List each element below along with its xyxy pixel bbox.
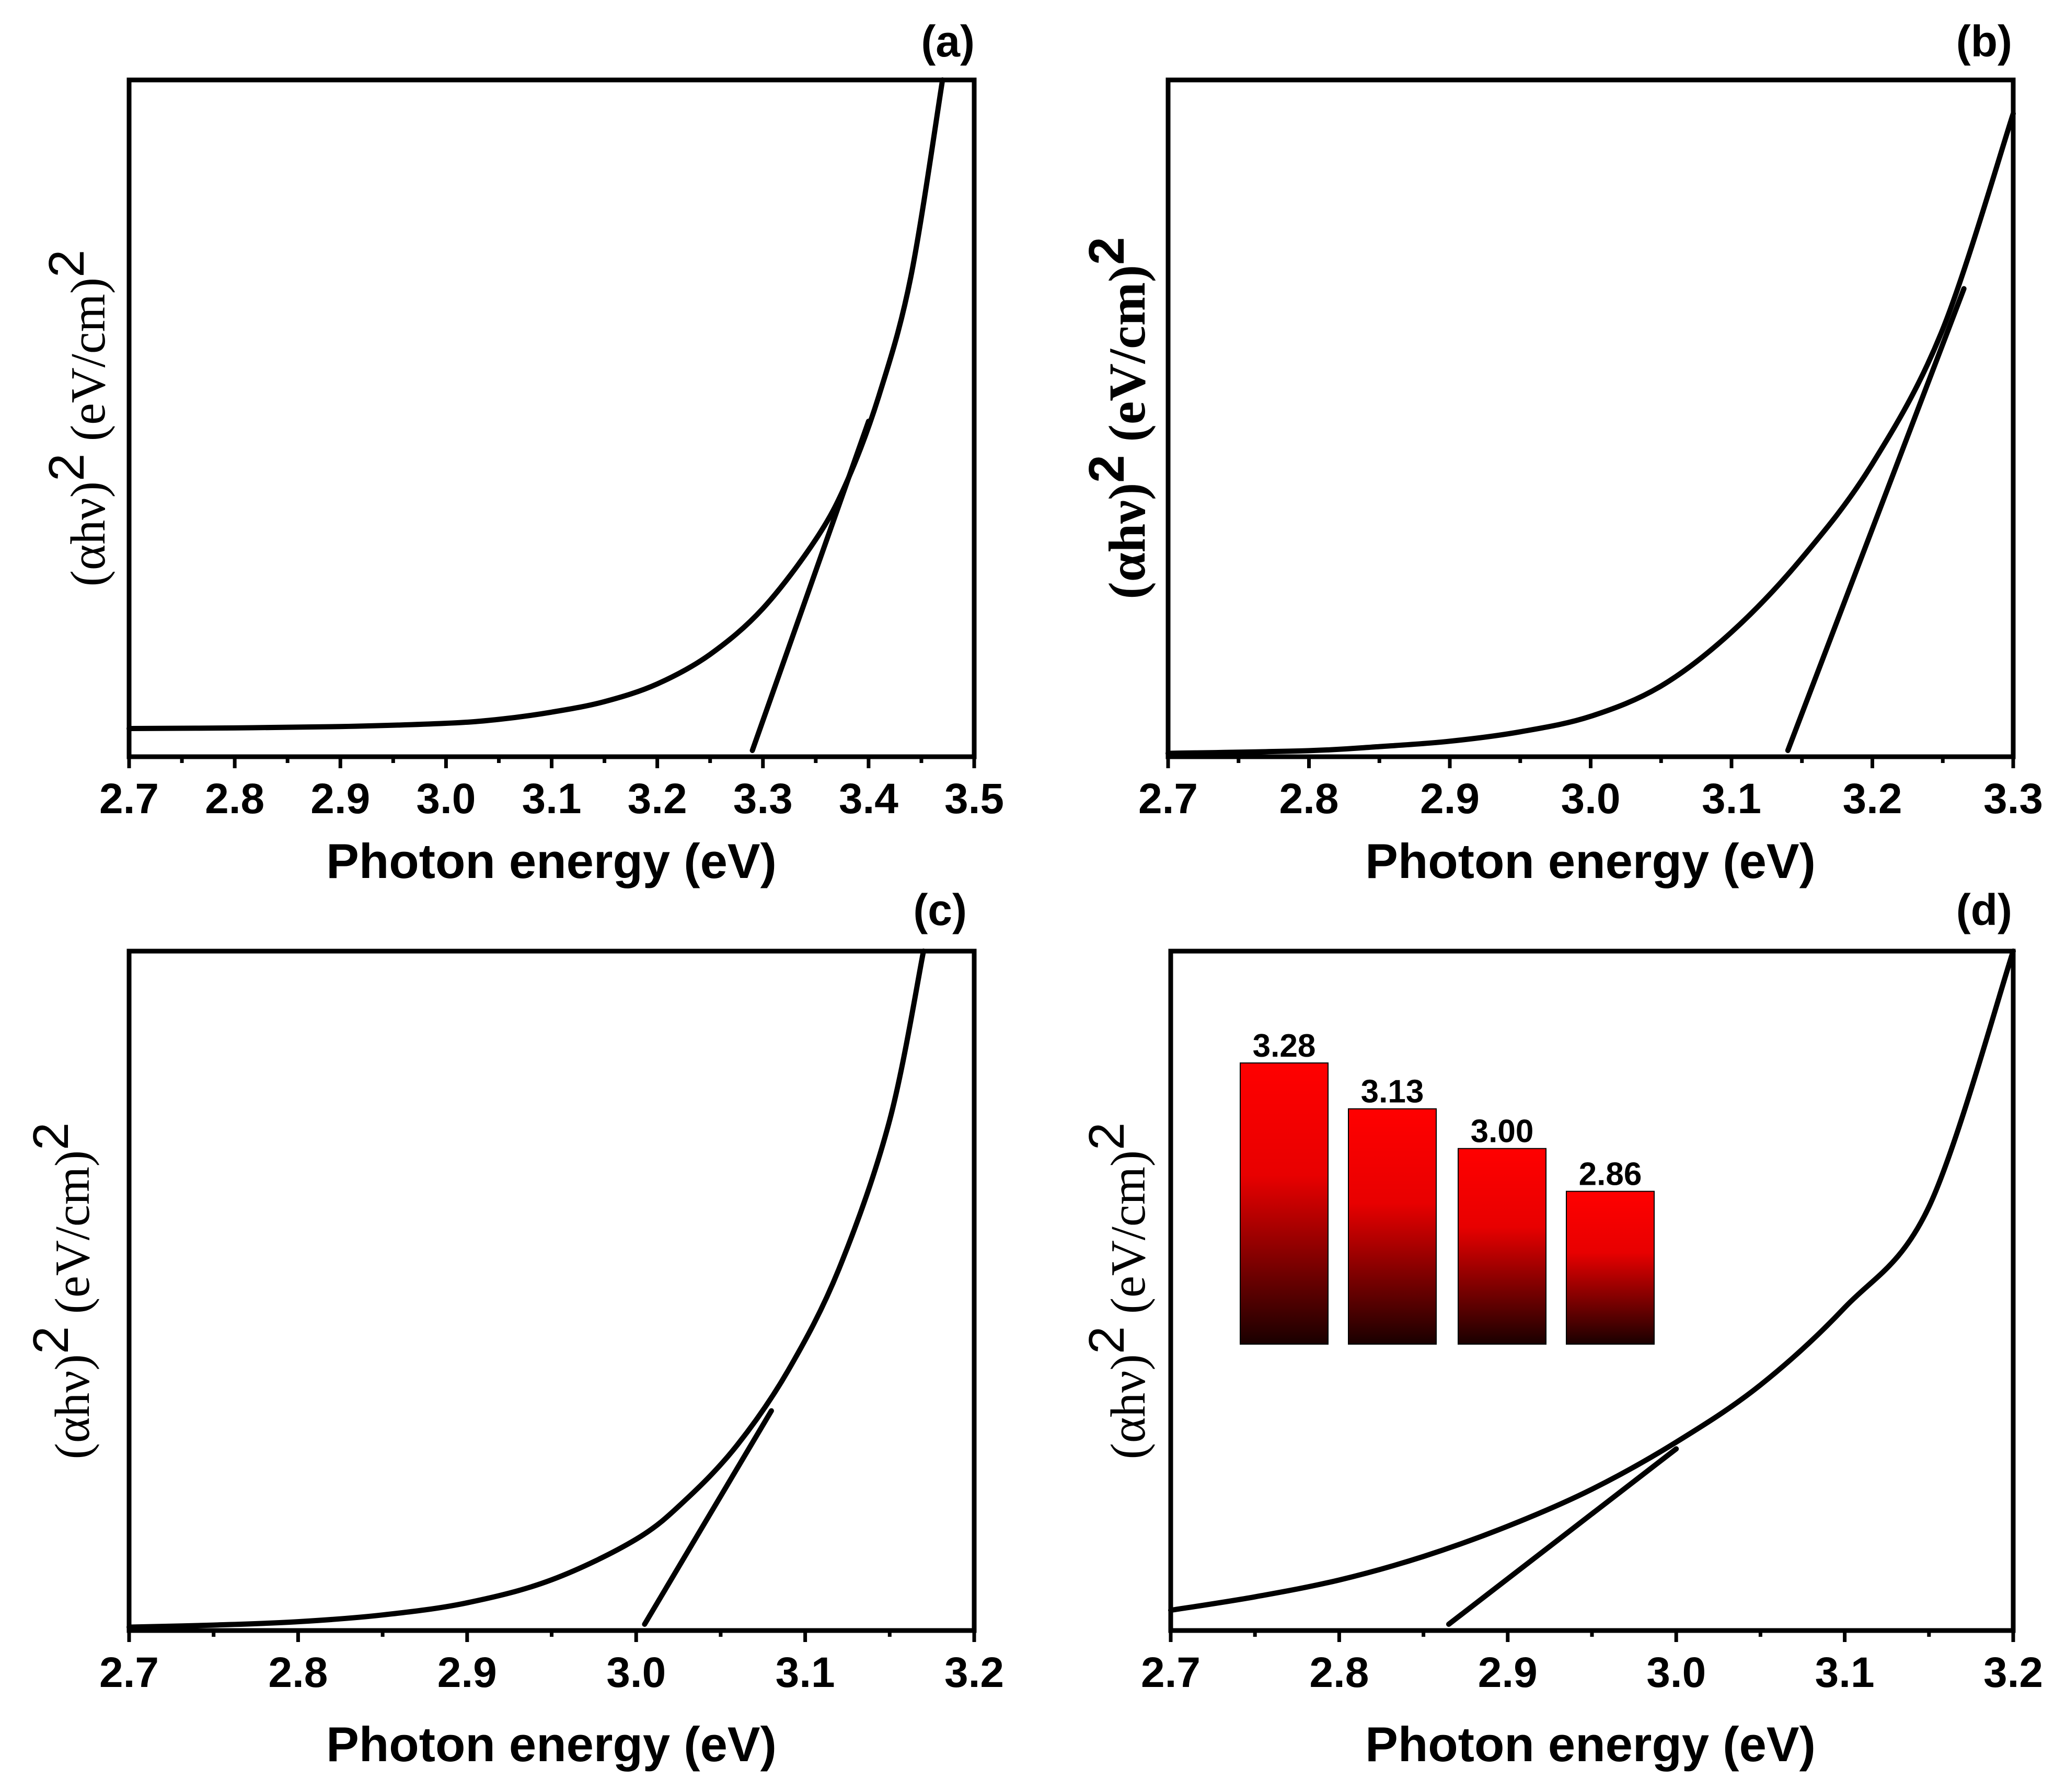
absorption-curve	[1168, 949, 2016, 1613]
inset-bar	[1240, 1062, 1329, 1345]
x-tick-label: 3.0	[1561, 775, 1621, 823]
x-tick-label: 3.2	[1843, 775, 1902, 823]
absorption-curve	[126, 77, 945, 732]
x-tick-label: 2.7	[99, 1649, 159, 1696]
x-tick-label: 3.4	[839, 775, 898, 823]
curves	[126, 77, 945, 753]
inset-bar	[1566, 1190, 1655, 1345]
x-ticks: 2.7 2.8 2.9 3.0 3.1 3.2	[1141, 1631, 2043, 1696]
svg-text:(αhν)2 (eV/cm)2: (αhν)2 (eV/cm)2	[1079, 1123, 1156, 1460]
y-axis-label: (αhν)2 (eV/cm)2	[1079, 237, 1156, 599]
inset-bar-label: 2.86	[1579, 1157, 1642, 1193]
x-axis-label: Photon energy (eV)	[326, 834, 777, 888]
x-axis-label: Photon energy (eV)	[1365, 834, 1816, 888]
svg-text:(αhν)2 (eV/cm)2: (αhν)2 (eV/cm)2	[39, 250, 116, 587]
x-tick-label: 3.0	[1646, 1649, 1706, 1696]
panel-b: 2.7 2.8 2.9 3.0 3.1 3.2 3.3 (b) Photon energy …	[1079, 17, 2043, 888]
plot-frame	[126, 949, 977, 1633]
x-tick-label: 3.1	[1815, 1649, 1875, 1696]
x-tick-label: 2.8	[1309, 1649, 1369, 1696]
x-tick-label: 2.8	[205, 775, 264, 823]
svg-text:(αhν)2 (eV/cm)2: (αhν)2 (eV/cm)2	[1079, 237, 1156, 599]
x-tick-label: 3.0	[416, 775, 476, 823]
x-axis-label: Photon energy (eV)	[326, 1717, 777, 1772]
plot-frame	[126, 77, 977, 759]
x-ticks: 2.7 2.8 2.9 3.0 3.1 3.2	[99, 1631, 1004, 1696]
inset-bar	[1458, 1148, 1546, 1345]
panel-label: (b)	[1956, 17, 2012, 66]
x-tick-label: 2.8	[1279, 775, 1339, 823]
x-tick-label: 3.0	[606, 1649, 666, 1696]
curves	[1165, 111, 2016, 756]
x-tick-label: 2.7	[1138, 775, 1198, 823]
x-tick-label: 2.9	[437, 1649, 497, 1696]
panel-a: 2.7 2.8 2.9 3.0 3.1 3.2 3.3 3.4 3.5 (a) Photon e…	[39, 17, 1004, 888]
y-axis-label: (αhν)2 (eV/cm)2	[1079, 1123, 1156, 1460]
x-tick-label: 3.2	[628, 775, 687, 823]
panel-label: (a)	[921, 17, 975, 66]
band-gap-inset: 3.28 3.13 3.00 2.86	[1240, 1028, 1655, 1345]
y-axis-label: (αhν)2 (eV/cm)2	[23, 1123, 100, 1460]
x-tick-label: 3.1	[1702, 775, 1761, 823]
x-tick-label: 3.2	[1983, 1649, 2043, 1696]
x-tick-label: 2.8	[268, 1649, 328, 1696]
x-ticks: 2.7 2.8 2.9 3.0 3.1 3.2 3.3	[1138, 757, 2043, 823]
x-tick-label: 2.7	[99, 775, 159, 823]
curves	[1168, 949, 2016, 1627]
x-tick-label: 2.9	[310, 775, 370, 823]
curves	[126, 949, 926, 1630]
tangent-fit-line	[1785, 286, 1967, 753]
panel-label: (d)	[1956, 885, 2012, 934]
inset-bar-label: 3.13	[1361, 1074, 1424, 1110]
panel-c: 2.7 2.8 2.9 3.0 3.1 3.2 (c) Photon energy (eV…	[23, 885, 1004, 1772]
inset-bar-label: 3.00	[1471, 1114, 1534, 1150]
tangent-fit-line	[749, 419, 871, 753]
x-tick-label: 3.1	[776, 1649, 835, 1696]
panel-label: (c)	[913, 885, 967, 934]
x-tick-label: 3.1	[522, 775, 582, 823]
inset-bar-label: 3.28	[1253, 1028, 1316, 1064]
absorption-curve	[1165, 111, 2016, 756]
x-tick-label: 3.5	[944, 775, 1004, 823]
svg-text:(αhν)2 (eV/cm)2: (αhν)2 (eV/cm)2	[23, 1123, 100, 1460]
x-axis-label: Photon energy (eV)	[1365, 1717, 1816, 1772]
x-tick-label: 3.3	[1983, 775, 2043, 823]
x-ticks: 2.7 2.8 2.9 3.0 3.1 3.2 3.3 3.4 3.5	[99, 757, 1004, 823]
x-tick-label: 2.9	[1420, 775, 1480, 823]
x-tick-label: 3.2	[944, 1649, 1004, 1696]
panel-d: 2.7 2.8 2.9 3.0 3.1 3.2 (d) Photon energy (eV…	[1079, 885, 2043, 1772]
x-tick-label: 2.9	[1478, 1649, 1538, 1696]
plot-frame	[1165, 77, 2016, 759]
absorption-curve	[126, 949, 926, 1630]
y-axis-label: (αhν)2 (eV/cm)2	[39, 250, 116, 587]
x-tick-label: 3.3	[733, 775, 793, 823]
tangent-fit-line	[642, 1408, 774, 1627]
x-tick-label: 2.7	[1141, 1649, 1201, 1696]
tangent-fit-line	[1446, 1446, 1679, 1627]
inset-bar	[1348, 1108, 1437, 1345]
